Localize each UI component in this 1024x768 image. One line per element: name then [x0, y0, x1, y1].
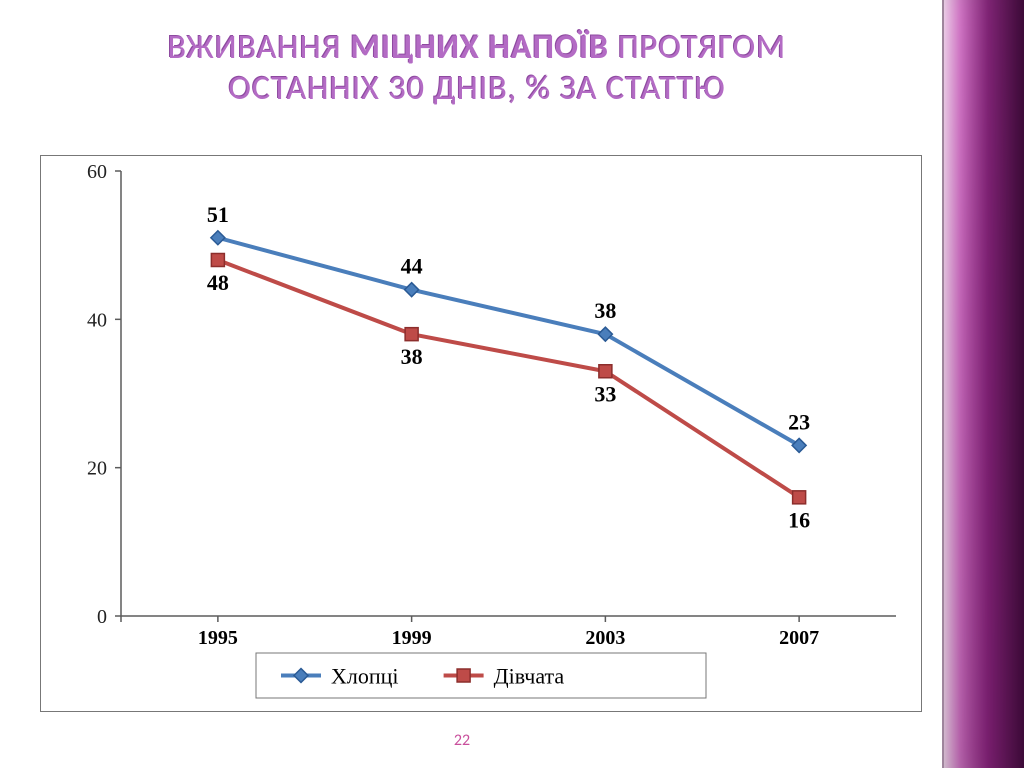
svg-text:38: 38 — [401, 344, 423, 369]
svg-text:51: 51 — [207, 202, 229, 227]
title-line2: ОСТАННІХ 30 ДНІВ, % ЗА СТАТТЮ — [229, 68, 726, 109]
svg-text:0: 0 — [97, 606, 107, 628]
decorative-frame-gloss — [942, 0, 1024, 768]
title-line1-pre: ВЖИВАННЯ — [168, 27, 351, 68]
svg-text:2003: 2003 — [585, 627, 625, 649]
svg-text:2007: 2007 — [779, 627, 819, 649]
title-line1-post: ПРОТЯГОМ — [609, 27, 786, 68]
chart-container: 0 20 40 60 1995 1999 2003 2007 51 44 38 23 48 38 33 16 Х… — [40, 155, 922, 712]
svg-text:60: 60 — [87, 161, 107, 183]
svg-text:23: 23 — [788, 409, 810, 434]
svg-text:48: 48 — [207, 270, 229, 295]
title-line1-em: МІЦНИХ НАПОЇВ — [350, 27, 609, 68]
page-number: 22 — [0, 731, 924, 750]
svg-text:44: 44 — [401, 254, 423, 279]
svg-text:1995: 1995 — [198, 627, 238, 649]
svg-text:33: 33 — [594, 381, 616, 406]
svg-text:1999: 1999 — [392, 627, 432, 649]
svg-text:40: 40 — [87, 309, 107, 331]
svg-text:20: 20 — [87, 458, 107, 480]
svg-text:16: 16 — [788, 507, 810, 532]
slide-title: ВЖИВАННЯ МІЦНИХ НАПОЇВ ПРОТЯГОМ ОСТАННІХ… — [40, 28, 914, 110]
svg-text:Дівчата: Дівчата — [494, 664, 565, 689]
slide: ВЖИВАННЯ МІЦНИХ НАПОЇВ ПРОТЯГОМ ОСТАННІХ… — [0, 0, 1024, 768]
svg-text:Хлопці: Хлопці — [331, 664, 399, 689]
svg-text:38: 38 — [594, 298, 616, 323]
line-chart: 0 20 40 60 1995 1999 2003 2007 51 44 38 23 48 38 33 16 Х… — [41, 156, 921, 711]
